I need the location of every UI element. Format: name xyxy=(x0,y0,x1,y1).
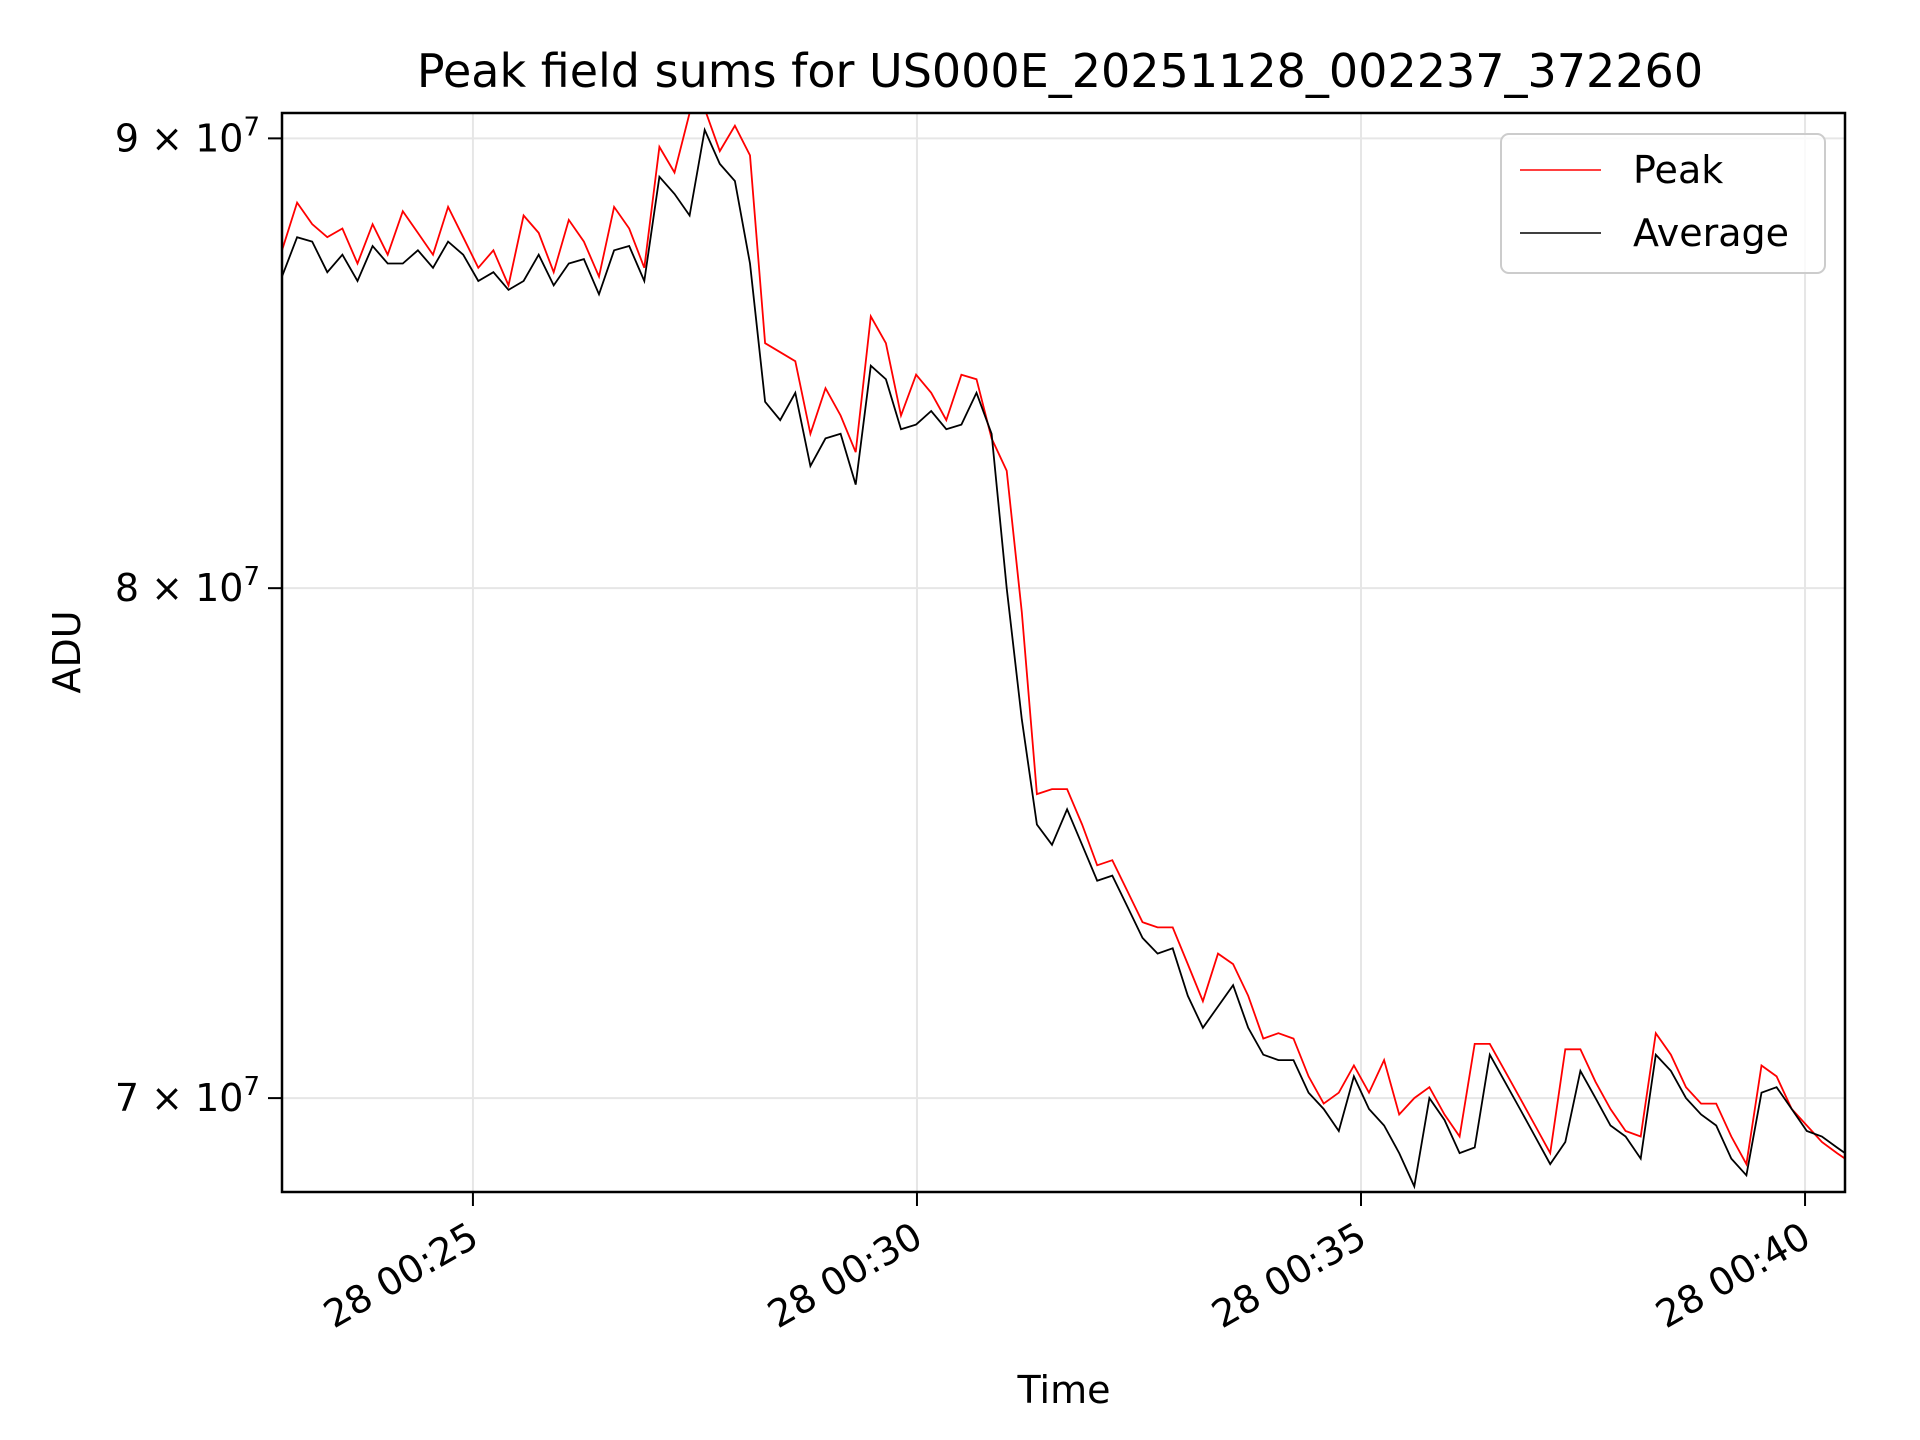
series-line-average xyxy=(282,126,1845,1190)
y-axis-label: ADU xyxy=(45,610,89,693)
x-axis-label: Time xyxy=(1017,1368,1111,1412)
series-line-peak xyxy=(282,113,1845,1167)
series-layer xyxy=(282,113,1845,1190)
legend: Peak Average xyxy=(1500,133,1826,274)
legend-label-peak: Peak xyxy=(1633,148,1723,192)
chart-title: Peak field sums for US000E_20251128_0022… xyxy=(417,44,1703,98)
plot-frame xyxy=(280,111,1847,1194)
y-axis: 7 × 107 8 × 107 9 × 107 xyxy=(115,112,282,1120)
legend-label-average: Average xyxy=(1633,211,1789,255)
y-tick-label: 9 × 107 xyxy=(115,112,260,160)
y-tick-label: 7 × 107 xyxy=(115,1072,260,1120)
y-tick-label: 8 × 107 xyxy=(115,562,260,610)
legend-box xyxy=(1500,133,1826,274)
